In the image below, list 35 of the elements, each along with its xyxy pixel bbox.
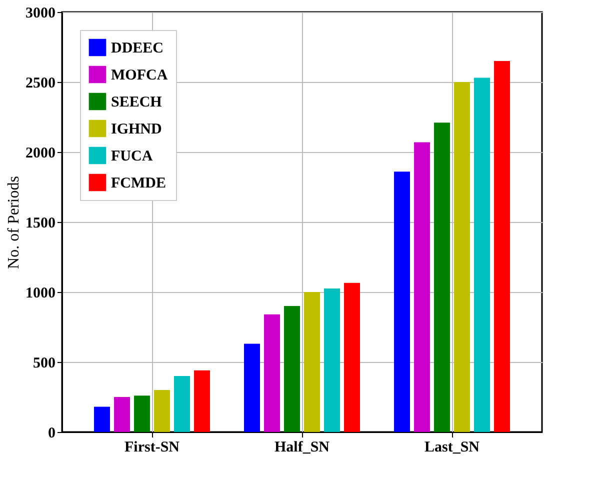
bar [454, 82, 470, 432]
legend-label: MOFCA [111, 68, 168, 84]
y-tick-label: 1500 [26, 216, 56, 232]
bar [414, 142, 430, 432]
legend-label: FUCA [111, 148, 153, 164]
bar [304, 292, 320, 432]
x-tick-label: Last_SN [424, 440, 480, 456]
bar [394, 172, 410, 432]
bar [134, 396, 150, 432]
legend-label: DDEEC [111, 40, 164, 56]
bar [474, 78, 490, 432]
bar [194, 370, 210, 432]
bar [264, 314, 280, 432]
y-tick-label: 500 [33, 356, 56, 372]
bar [94, 406, 110, 432]
bar [434, 122, 450, 432]
bar [244, 344, 260, 432]
bar [494, 61, 510, 432]
y-tick-label: 2000 [26, 146, 56, 162]
y-tick-label: 2500 [26, 76, 56, 92]
bar [154, 390, 170, 432]
bar [284, 306, 300, 432]
legend-label: SEECH [111, 94, 162, 110]
y-tick-label: 0 [48, 426, 56, 442]
bar [174, 376, 190, 432]
y-axis-title: No. of Periods [6, 176, 22, 269]
y-tick-label: 1000 [26, 286, 56, 302]
x-tick-label: Half_SN [274, 440, 330, 456]
bar [114, 397, 130, 432]
legend-label: IGHND [111, 122, 162, 138]
x-tick-label: First-SN [124, 440, 180, 456]
legend-label: FCMDE [111, 176, 166, 192]
bar [324, 288, 340, 432]
y-tick-label: 3000 [26, 6, 56, 22]
bar [344, 282, 360, 432]
